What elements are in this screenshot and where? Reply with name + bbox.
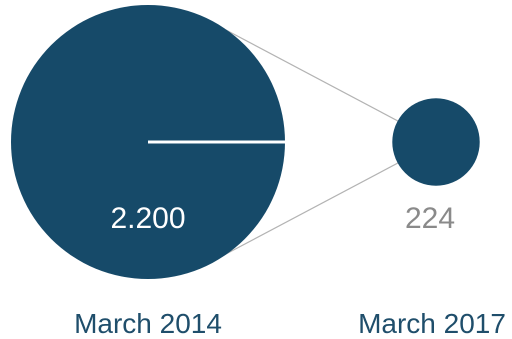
value-label-march-2017: 224: [405, 202, 455, 235]
value-label-march-2014: 2.200: [110, 202, 185, 235]
category-label-march-2017: March 2017: [358, 308, 506, 339]
connector-line-top: [225, 29, 431, 139]
bubble-march-2017: [392, 98, 480, 186]
category-label-march-2014: March 2014: [74, 308, 222, 339]
connector-line-bottom: [225, 145, 431, 255]
